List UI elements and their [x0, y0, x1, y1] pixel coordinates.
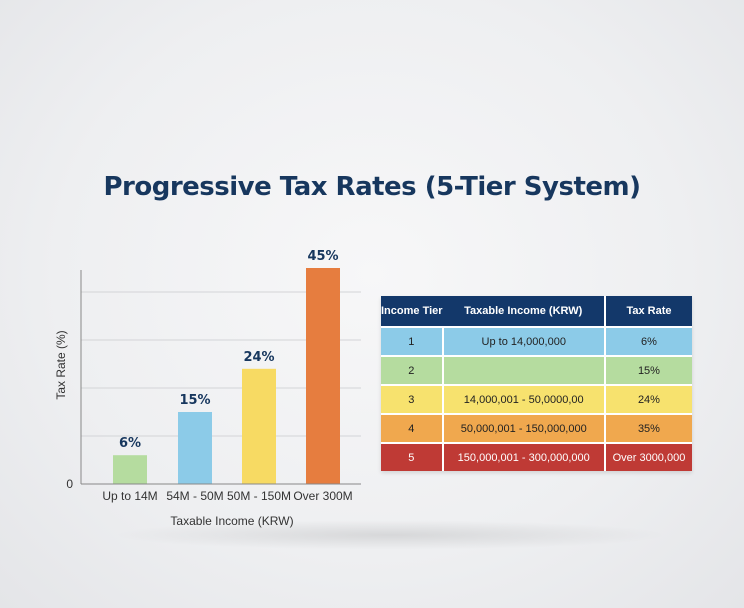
rate-cell: 35%: [604, 413, 692, 443]
x-tick-label: 54M - 50M: [166, 489, 223, 503]
bar: [242, 368, 276, 484]
page-title: Progressive Tax Rates (5-Tier System): [103, 172, 642, 202]
tier-cell: 3: [381, 384, 444, 414]
income-cell: 14,000,001 - 50,0000,00: [442, 384, 606, 414]
tier-cell: 4: [381, 413, 444, 443]
tax-tier-table: Income Tier Taxable Income (KRW) Tax Rat…: [381, 296, 692, 471]
y-axis-title: Tax Rate (%): [54, 330, 68, 399]
bar: [113, 455, 147, 484]
income-cell: Up to 14,000,000: [442, 326, 606, 356]
chart-shadow: [110, 520, 670, 550]
table-header-row: Income Tier Taxable Income (KRW) Tax Rat…: [381, 296, 692, 327]
table-row: 2 15%: [381, 355, 692, 385]
rate-cell: Over 3000,000: [604, 442, 692, 471]
income-cell: 150,000,001 - 300,000,000: [442, 442, 606, 471]
tier-cell: 1: [381, 326, 444, 356]
tier-cell: 2: [381, 355, 444, 385]
x-tick-label: Over 300M: [293, 489, 352, 503]
data-label: 45%: [307, 249, 338, 264]
labels: 6% Up to 14M 15% 54M - 50M 24% 50M - 150M 45% O…: [66, 249, 352, 503]
bar: [178, 412, 212, 484]
data-label: 15%: [179, 393, 210, 408]
x-axis-title: Taxable Income (KRW): [170, 514, 293, 528]
header-income-tier: Income Tier: [381, 296, 443, 327]
table-row: 1 Up to 14,000,000 6%: [381, 326, 692, 356]
bar: [306, 268, 340, 484]
x-tick-label: Up to 14M: [102, 489, 157, 503]
income-cell: [442, 355, 606, 385]
data-label: 24%: [243, 350, 274, 365]
data-label: 6%: [119, 436, 141, 451]
table-row: 3 14,000,001 - 50,0000,00 24%: [381, 384, 692, 414]
bars: [113, 268, 340, 484]
income-cell: 50,000,001 - 150,000,000: [442, 413, 606, 443]
table-row: 5 150,000,001 - 300,000,000 Over 3000,000: [381, 442, 692, 471]
tier-cell: 5: [381, 442, 444, 471]
rate-cell: 15%: [604, 355, 692, 385]
rate-cell: 6%: [604, 326, 692, 356]
y-tick-label: 0: [66, 477, 73, 491]
rate-cell: 24%: [604, 384, 692, 414]
table-row: 4 50,000,001 - 150,000,000 35%: [381, 413, 692, 443]
header-tax-rate: Tax Rate: [604, 296, 692, 327]
header-taxable-income: Taxable Income (KRW): [442, 296, 606, 327]
x-tick-label: 50M - 150M: [227, 489, 291, 503]
